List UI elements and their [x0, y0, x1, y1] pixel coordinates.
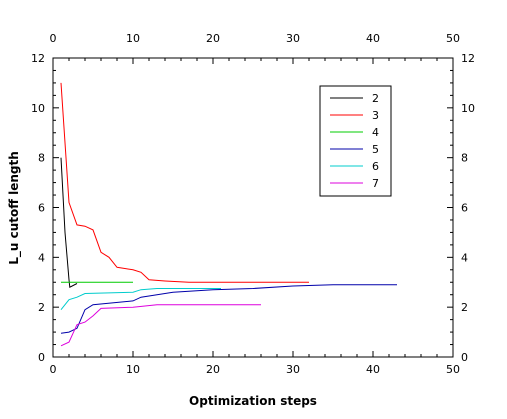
series-lines	[60, 82, 397, 347]
y-axis-title: L_u cutoff length	[7, 151, 22, 265]
x-axis-title: Optimization steps	[189, 394, 317, 408]
plot-frame	[52, 57, 454, 358]
legend-label-7: 7	[372, 177, 379, 190]
legend-label-2: 2	[372, 92, 379, 105]
legend-label-4: 4	[372, 126, 379, 139]
legend-box	[319, 85, 392, 197]
right-y-tick-label: 10	[461, 102, 475, 115]
x-tick-label: 10	[126, 363, 140, 376]
legend-label-6: 6	[372, 160, 379, 173]
series-line-3	[60, 82, 309, 283]
x-tick-label: 30	[286, 363, 300, 376]
right-y-tick-label: 6	[461, 202, 468, 215]
y-tick-label: 6	[38, 202, 45, 215]
series-line-7	[60, 304, 261, 347]
legend-label-3: 3	[372, 109, 379, 122]
x-tick-label: 0	[50, 363, 57, 376]
y-tick-label: 8	[38, 152, 45, 165]
series-line-5	[60, 284, 397, 334]
y-tick-label: 2	[38, 301, 45, 314]
legend: 2 3 4 5 6 7	[319, 85, 392, 197]
y-tick-label: 4	[38, 251, 45, 264]
right-y-tick-label: 2	[461, 301, 468, 314]
legend-label-5: 5	[372, 143, 379, 156]
y-tick-label: 12	[31, 52, 45, 65]
top-x-tick-label: 10	[126, 32, 140, 45]
series-line-6	[60, 288, 221, 311]
series-line-2	[60, 157, 78, 288]
top-x-tick-label: 0	[50, 32, 57, 45]
right-y-tick-label: 8	[461, 152, 468, 165]
top-x-tick-label: 30	[286, 32, 300, 45]
top-x-tick-label: 20	[206, 32, 220, 45]
right-y-tick-label: 12	[461, 52, 475, 65]
x-tick-label: 20	[206, 363, 220, 376]
top-x-tick-label: 50	[446, 32, 460, 45]
x-tick-label: 40	[366, 363, 380, 376]
right-y-tick-label: 4	[461, 251, 468, 264]
y-tick-label: 0	[38, 351, 45, 364]
top-x-tick-label: 40	[366, 32, 380, 45]
y-tick-label: 10	[31, 102, 45, 115]
x-tick-label: 50	[446, 363, 460, 376]
right-y-tick-label: 0	[461, 351, 468, 364]
